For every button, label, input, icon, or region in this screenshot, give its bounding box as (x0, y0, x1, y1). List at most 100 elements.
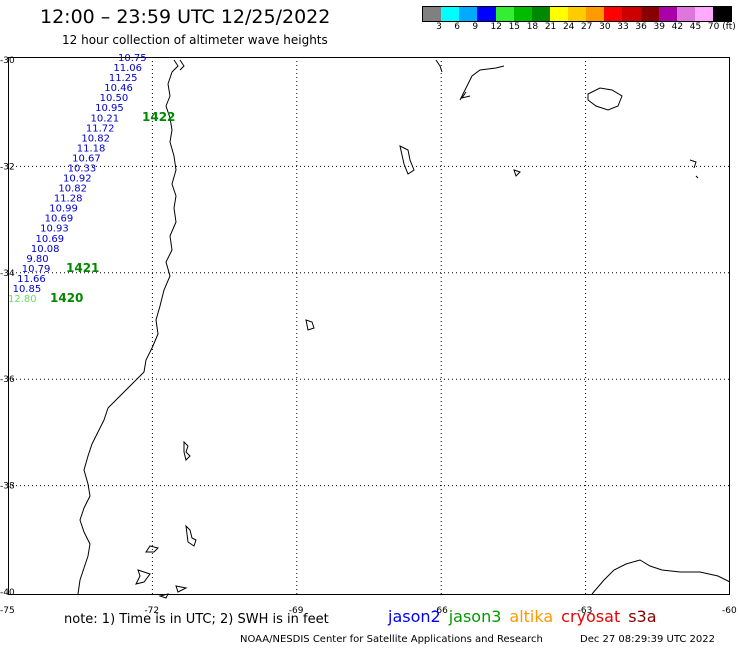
credit-line: NOAA/NESDIS Center for Satellite Applica… (240, 634, 543, 645)
colorbar-label: 36 (635, 22, 647, 32)
colorbar-swatch (622, 7, 641, 21)
colorbar-swatch (531, 7, 550, 21)
longitude-label: -60 (722, 606, 737, 616)
wave-height-value: 10.21 (91, 113, 120, 124)
colorbar-swatch (640, 7, 659, 21)
colorbar-swatch (676, 7, 695, 21)
latitude-label: -40 (0, 588, 15, 598)
colorbar-label: 39 (653, 22, 665, 32)
wave-height-value: 10.82 (81, 133, 110, 144)
island (145, 545, 159, 553)
colorbar-swatch (477, 7, 496, 21)
colorbar-label: 9 (472, 22, 479, 32)
argentina-coastline-south (591, 559, 731, 595)
wave-height-value: 10.67 (72, 153, 101, 164)
colorbar-labels: 3 6 9 12 15 18 21 24 27 30 33 36 39 42 45 70 (ft) (422, 22, 740, 34)
pass-time-label: 1421 (66, 261, 99, 275)
satellite-legend-item: s3a (628, 607, 657, 626)
latitude-label: -34 (0, 269, 15, 279)
colorbar-swatch (604, 7, 623, 21)
map-subtitle: 12 hour collection of altimeter wave hei… (62, 33, 328, 47)
lake (305, 319, 315, 331)
wave-height-value: 10.82 (58, 184, 87, 195)
colorbar-label: 15 (508, 22, 521, 32)
colorbar-label: 27 (581, 22, 593, 32)
pass-time-label: 1422 (142, 110, 175, 124)
colorbar-swatch (495, 7, 514, 21)
wave-height-value: 10.50 (100, 93, 129, 104)
wave-height-value: 10.85 (13, 284, 42, 295)
satellite-legend-item: cryosat (561, 607, 621, 626)
wave-height-value: 11.28 (54, 194, 83, 205)
footnote: note: 1) Time is in UTC; 2) SWH is in fe… (64, 612, 329, 627)
colorbar-swatch (586, 7, 605, 21)
longitude-label: -72 (144, 606, 159, 616)
colorbar-label: 18 (526, 22, 539, 32)
colorbar-label: 42 (671, 22, 684, 32)
lake (513, 169, 521, 177)
latitude-label: -30 (0, 56, 15, 66)
wave-height-value: 10.93 (40, 224, 69, 235)
satellite-legend-item: jason2 (388, 607, 441, 626)
wave-height-value: 10.46 (104, 83, 133, 94)
generation-timestamp: Dec 27 08:29:39 UTC 2022 (580, 634, 715, 645)
colorbar-label: 45 (689, 22, 702, 32)
colorbar-label: 30 (599, 22, 611, 32)
wave-height-value: 10.99 (49, 204, 78, 215)
pass-time-label: 1420 (50, 291, 83, 305)
colorbar-swatch (549, 7, 568, 21)
colorbar-swatch (441, 7, 460, 21)
satellite-legend-item: altika (509, 607, 554, 626)
wave-height-value: 10.92 (63, 174, 92, 185)
colorbar-label: 21 (544, 22, 557, 32)
colorbar-label: 24 (562, 22, 575, 32)
colorbar-label: 6 (454, 22, 460, 32)
latitude-label: -38 (0, 482, 15, 492)
satellite-legend-item: jason3 (448, 607, 502, 626)
wave-height-value: 11.72 (86, 123, 115, 134)
pass-time-labels: 1422 1421 1420 (50, 110, 175, 305)
wave-height-colorbar (422, 6, 732, 22)
longitude-labels: -75 -72 -69 -66 -63 -60 (0, 606, 737, 616)
wave-height-value: 12.80 (8, 294, 37, 305)
satellite-legend: jason2 jason3 altika cryosat s3a (388, 607, 665, 626)
latitude-label: -32 (0, 162, 15, 172)
lake (689, 159, 699, 179)
gridlines (8, 57, 730, 595)
wave-height-value: 11.18 (77, 143, 106, 154)
argentina-coastline-north (435, 59, 505, 101)
longitude-label: -69 (289, 606, 304, 616)
wave-height-value: 10.33 (68, 163, 97, 174)
wave-height-value: 10.08 (31, 244, 60, 255)
island (175, 585, 188, 593)
colorbar-swatch (423, 7, 442, 21)
wave-height-value: 9.80 (26, 254, 48, 265)
colorbar-swatch (694, 7, 713, 21)
wave-height-value: 10.95 (95, 103, 124, 114)
colorbar-swatch (513, 7, 532, 21)
wave-height-value: 10.69 (36, 234, 65, 245)
longitude-label: -75 (0, 606, 15, 616)
island (135, 569, 151, 585)
laguna (587, 87, 623, 111)
chile-coastline-north (179, 59, 185, 71)
map-title: 12:00 – 23:59 UTC 12/25/2022 (40, 6, 331, 28)
colorbar-swatch (459, 7, 478, 21)
colorbar-label: 12 (490, 22, 502, 32)
longitude-label: -66 (433, 606, 448, 616)
altimeter-observations: 10.7511.0611.2510.4610.5010.9510.2111.72… (8, 53, 147, 305)
latitude-label: -36 (0, 375, 15, 385)
wave-height-value: 11.06 (113, 63, 142, 74)
wave-height-value: 11.66 (17, 274, 46, 285)
island (185, 524, 197, 547)
wave-height-value: 10.69 (45, 214, 74, 225)
wave-height-value: 11.25 (109, 73, 138, 84)
colorbar-label: 70 (ft) (707, 22, 736, 32)
chile-coastline (77, 59, 179, 595)
island (158, 593, 169, 599)
island (183, 440, 191, 461)
colorbar-label: 33 (617, 22, 629, 32)
wave-height-value: 10.75 (118, 53, 147, 64)
wave-height-value: 10.79 (22, 264, 51, 275)
